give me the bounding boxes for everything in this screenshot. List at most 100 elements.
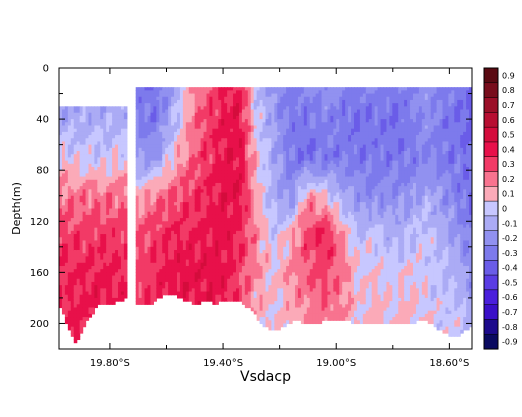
heatmap-cell xyxy=(244,304,249,309)
heatmap-cell xyxy=(268,128,272,133)
heatmap-cell xyxy=(144,154,149,159)
heatmap-cell xyxy=(253,151,258,155)
heatmap-cell xyxy=(244,211,249,216)
heatmap-cell xyxy=(162,90,166,95)
heatmap-cell xyxy=(182,154,187,159)
heatmap-cell xyxy=(179,144,184,149)
heatmap-cell xyxy=(73,317,78,321)
heatmap-cell xyxy=(206,138,211,143)
heatmap-cell xyxy=(100,166,104,171)
heatmap-cell xyxy=(147,301,152,305)
heatmap-cell xyxy=(159,173,163,178)
heatmap-cell xyxy=(209,166,213,171)
heatmap-cell xyxy=(262,90,267,95)
heatmap-cell xyxy=(153,208,157,213)
heatmap-cell xyxy=(168,288,172,293)
heatmap-cell xyxy=(197,147,202,152)
heatmap-cell xyxy=(97,269,101,273)
heatmap-cell xyxy=(250,103,255,107)
heatmap-cell xyxy=(88,138,93,143)
heatmap-cell xyxy=(171,192,175,197)
heatmap-cell xyxy=(82,208,87,213)
heatmap-cell xyxy=(103,272,107,277)
heatmap-cell xyxy=(221,141,225,146)
heatmap-cell xyxy=(109,189,113,194)
heatmap-cell xyxy=(209,275,213,280)
heatmap-cell xyxy=(76,106,81,111)
heatmap-cell xyxy=(100,288,104,293)
heatmap-cell xyxy=(177,189,181,194)
heatmap-cell xyxy=(191,259,196,264)
heatmap-cell xyxy=(200,269,205,273)
heatmap-cell xyxy=(103,135,107,139)
heatmap-cell xyxy=(209,246,213,251)
heatmap-cell xyxy=(141,96,146,101)
heatmap-cell xyxy=(238,243,243,248)
heatmap-cell xyxy=(280,301,284,305)
heatmap-cell xyxy=(177,96,181,101)
heatmap-cell xyxy=(182,119,187,123)
heatmap-cell xyxy=(88,275,93,280)
heatmap-cell xyxy=(67,320,72,325)
heatmap-cell xyxy=(203,291,208,296)
heatmap-cell xyxy=(61,250,66,254)
heatmap-cell xyxy=(138,96,143,101)
heatmap-cell xyxy=(118,237,122,242)
heatmap-cell xyxy=(177,160,181,165)
heatmap-cell xyxy=(271,87,275,91)
heatmap-cell xyxy=(230,96,234,101)
heatmap-cell xyxy=(109,288,113,293)
heatmap-cell xyxy=(224,294,228,299)
heatmap-cell xyxy=(100,125,104,130)
heatmap-cell xyxy=(150,166,154,171)
heatmap-cell xyxy=(283,131,287,136)
heatmap-cell xyxy=(230,135,234,139)
heatmap-cell xyxy=(274,119,278,123)
heatmap-cell xyxy=(250,198,255,203)
heatmap-cell xyxy=(230,125,234,130)
heatmap-cell xyxy=(141,240,146,245)
heatmap-cell xyxy=(182,278,187,283)
heatmap-cell xyxy=(103,297,107,302)
heatmap-cell xyxy=(76,243,81,248)
heatmap-cell xyxy=(118,278,122,283)
heatmap-cell xyxy=(76,323,81,328)
heatmap-cell xyxy=(182,230,187,235)
heatmap-cell xyxy=(233,234,237,238)
heatmap-cell xyxy=(280,214,284,219)
heatmap-cell xyxy=(271,304,275,309)
heatmap-cell xyxy=(185,103,190,107)
heatmap-cell xyxy=(97,224,101,229)
heatmap-cell xyxy=(179,214,184,219)
heatmap-cell xyxy=(109,265,113,270)
heatmap-cell xyxy=(259,262,264,267)
heatmap-cell xyxy=(191,141,196,146)
heatmap-cell xyxy=(218,262,222,267)
heatmap-cell xyxy=(206,106,211,111)
heatmap-cell xyxy=(277,253,281,257)
heatmap-cell xyxy=(109,147,113,152)
heatmap-cell xyxy=(253,103,258,107)
heatmap-cell xyxy=(188,144,193,149)
heatmap-cell xyxy=(206,96,211,101)
heatmap-cell xyxy=(185,208,190,213)
heatmap-cell xyxy=(91,154,95,159)
heatmap-cell xyxy=(274,122,278,127)
heatmap-cell xyxy=(115,262,119,267)
heatmap-cell xyxy=(218,166,222,171)
heatmap-cell xyxy=(135,237,140,242)
heatmap-cell xyxy=(168,195,172,200)
heatmap-cell xyxy=(244,192,249,197)
heatmap-cell xyxy=(171,195,175,200)
heatmap-cell xyxy=(200,179,205,184)
heatmap-cell xyxy=(262,135,267,139)
heatmap-cell xyxy=(221,176,225,181)
heatmap-cell xyxy=(194,234,199,238)
heatmap-cell xyxy=(233,291,237,296)
heatmap-cell xyxy=(171,144,175,149)
heatmap-cell xyxy=(162,115,166,120)
heatmap-cell xyxy=(150,253,154,257)
heatmap-cell xyxy=(230,202,234,206)
heatmap-cell xyxy=(236,157,240,162)
